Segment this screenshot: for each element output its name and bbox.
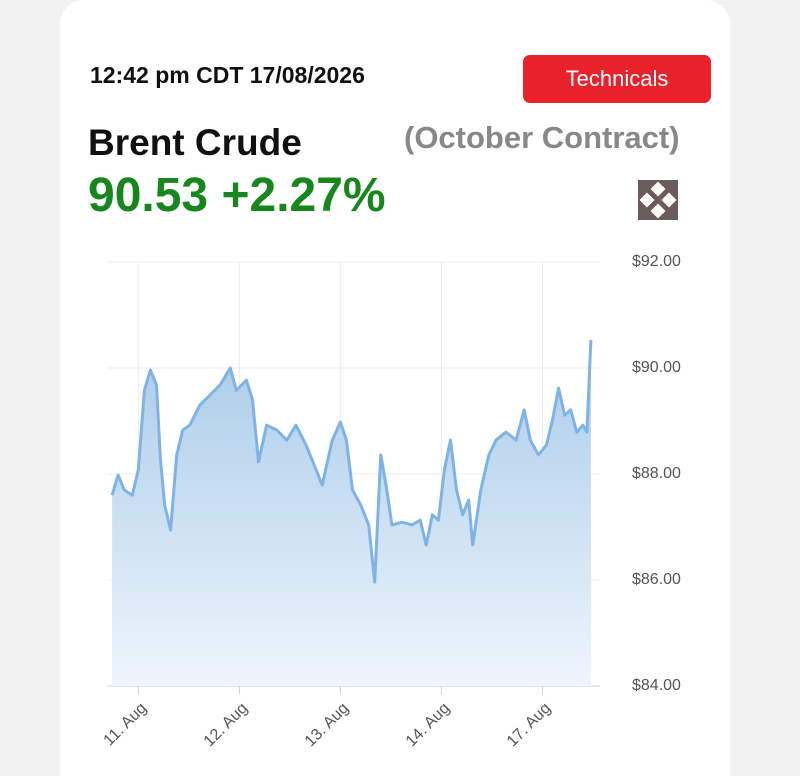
price-line: 90.53 +2.27% [88, 168, 386, 223]
technicals-button[interactable]: Technicals [523, 55, 711, 103]
title: Brent Crude [88, 122, 302, 163]
y-tick-label: $88.00 [632, 465, 681, 482]
x-tick-label: 17. Aug [504, 700, 554, 750]
y-tick-label: $84.00 [632, 677, 681, 694]
y-tick-label: $86.00 [632, 571, 681, 588]
area [112, 339, 591, 686]
subtitle: (October Contract) [404, 120, 680, 155]
x-tick-label: 13. Aug [302, 700, 352, 750]
expand-icon[interactable] [638, 180, 678, 220]
x-tick-label: 12. Aug [201, 700, 251, 750]
y-tick-label: $90.00 [632, 359, 681, 376]
x-tick-label: 14. Aug [403, 700, 453, 750]
line [110, 339, 593, 584]
timestamp: 12:42 pm CDT 17/08/2026 [90, 62, 365, 88]
x-tick-label: 11. Aug [101, 700, 151, 750]
change: +2.27% [221, 169, 386, 222]
y-tick-label: $92.00 [632, 253, 681, 270]
price: 90.53 [88, 169, 209, 222]
